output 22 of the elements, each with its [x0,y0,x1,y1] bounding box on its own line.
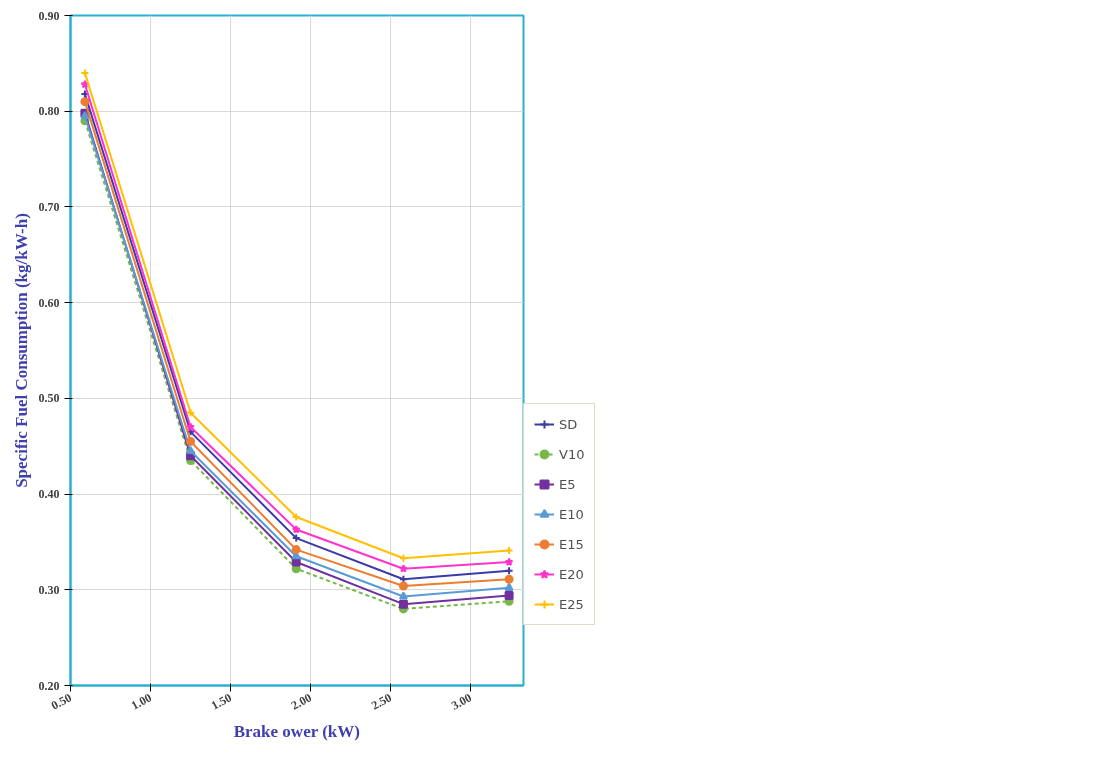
legend-label: E15 [559,536,584,552]
legend-label: E10 [559,506,584,522]
x-axis-title: Brake ower (kW) [233,721,360,741]
legend-label: SD [559,416,579,432]
x-tick-label: 1.00 [128,690,154,713]
legend-label: V10 [559,446,585,462]
y-tick-label: 0.60 [38,295,60,310]
y-tick-label: 0.90 [38,8,60,23]
x-tick-label: 1.50 [208,690,234,713]
legend-label: E25 [559,596,584,612]
y-tick-label: 0.80 [38,104,60,119]
y-tick-label: 0.30 [38,582,60,597]
x-tick-label: 2.00 [288,690,314,713]
y-tick-label: 0.70 [38,199,60,214]
legend-label: E20 [559,566,584,582]
y-tick-label: 0.20 [38,678,60,693]
y-tick-label: 0.50 [38,391,60,406]
x-tick-label: 2.50 [368,690,394,713]
y-tick-label: 0.40 [38,487,60,502]
x-tick-label: 3.00 [448,690,475,713]
y-axis-title: Specific Fuel Consumption (kg/kW-h) [11,213,31,488]
legend-label: E5 [559,476,577,492]
